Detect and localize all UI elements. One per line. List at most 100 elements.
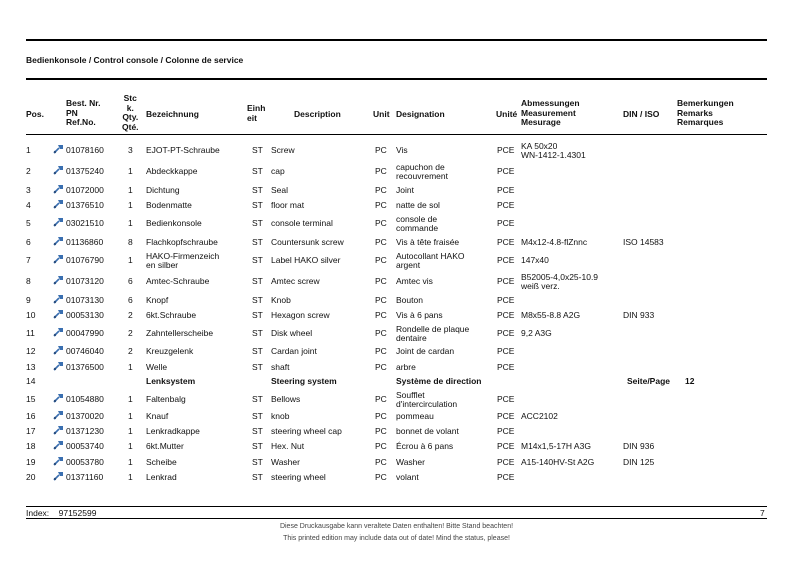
cell-description: Bellows [271,394,301,404]
cart-icon[interactable] [53,345,64,355]
cart-icon[interactable] [53,309,64,319]
cell-einheit: ST [252,276,263,286]
cell-unite: PCE [497,237,515,247]
cell-pos: 3 [26,185,31,195]
cell-bezeichnung: 6kt.Mutter [146,441,184,451]
cell-qty: 2 [128,346,133,356]
cart-icon[interactable] [53,471,64,481]
cell-bezeichnung: Bodenmatte [146,200,192,210]
cell-qty: 1 [128,185,133,195]
cell-description: Washer [271,457,300,467]
header-unit: Unit [373,109,390,119]
cell-designation: pommeau [396,411,434,421]
cell-part-number: 01370020 [66,411,104,421]
cell-qty: 1 [128,457,133,467]
cell-designation: console de commande [396,214,439,233]
cart-icon[interactable] [53,275,64,285]
cell-bezeichnung: EJOT-PT-Schraube [146,145,220,155]
cell-designation: natte de sol [396,200,440,210]
cell-pos: 19 [26,457,36,467]
cell-din-iso: DIN 933 [623,310,655,320]
cell-abmessungen: A15-140HV-St A2G [521,457,595,467]
cart-icon[interactable] [53,327,64,337]
cell-einheit: ST [252,218,263,228]
cell-einheit: ST [252,472,263,482]
cart-icon[interactable] [53,199,64,209]
section-description: Steering system [271,376,337,386]
header-pn: Best. Nr. PN Ref.No. [66,98,101,127]
cell-unite: PCE [497,255,515,265]
cell-part-number: 01078160 [66,145,104,155]
cell-qty: 1 [128,411,133,421]
section-designation: Système de direction [396,376,482,386]
cell-bezeichnung: Lenkrad [146,472,177,482]
cell-unit: PC [375,411,387,421]
cell-abmessungen: B52005-4,0x25-10.9 weiß verz. [521,272,599,291]
cart-icon[interactable] [53,393,64,403]
cell-part-number: 01076790 [66,255,104,265]
cell-bezeichnung: Knauf [146,411,169,421]
cart-icon[interactable] [53,410,64,420]
cell-unite: PCE [497,200,515,210]
header-qty: Stc k. Qty. Qté. [122,93,139,132]
cell-description: floor mat [271,200,305,210]
cart-icon[interactable] [53,254,64,264]
cell-pos: 17 [26,426,36,436]
top-rule [26,39,767,41]
cart-icon[interactable] [53,440,64,450]
cart-icon[interactable] [53,184,64,194]
cell-qty: 8 [128,237,133,247]
cell-qty: 6 [128,276,133,286]
cell-part-number: 01054880 [66,394,104,404]
cell-abmessungen: KA 50x20 WN-1412-1.4301 [521,141,586,160]
cart-icon[interactable] [53,236,64,246]
cell-einheit: ST [252,310,263,320]
cell-designation: Washer [396,457,425,467]
cell-abmessungen: 9,2 A3G [521,328,552,338]
cell-part-number: 01371230 [66,426,104,436]
cell-bezeichnung: Amtec-Schraube [146,276,210,286]
cell-einheit: ST [252,166,263,176]
cart-icon[interactable] [53,144,64,154]
cell-bezeichnung: 6kt.Schraube [146,310,197,320]
cell-unite: PCE [497,426,515,436]
cart-icon[interactable] [53,361,64,371]
cell-designation: Écrou à 6 pans [396,441,454,451]
cell-pos: 15 [26,394,36,404]
cell-qty: 1 [128,200,133,210]
cell-einheit: ST [252,237,263,247]
cell-einheit: ST [252,255,263,265]
cell-unite: PCE [497,362,515,372]
cell-einheit: ST [252,411,263,421]
cell-description: Seal [271,185,289,195]
cell-einheit: ST [252,200,263,210]
cell-description: Hexagon screw [271,310,330,320]
cell-bezeichnung: Kreuzgelenk [146,346,194,356]
cell-einheit: ST [252,185,263,195]
cell-part-number: 01376510 [66,200,104,210]
cell-pos: 14 [26,376,36,386]
section-page-value: 12 [685,376,695,386]
cell-designation: arbre [396,362,416,372]
cell-qty: 1 [128,441,133,451]
cell-bezeichnung: Welle [146,362,168,372]
cell-einheit: ST [252,346,263,356]
cell-abmessungen: ACC2102 [521,411,558,421]
cell-pos: 5 [26,218,31,228]
cell-designation: Joint [396,185,414,195]
cell-description: cap [271,166,285,176]
cart-icon[interactable] [53,456,64,466]
cart-icon[interactable] [53,294,64,304]
cell-part-number: 00053740 [66,441,104,451]
cell-part-number: 01371160 [66,472,104,482]
cart-icon[interactable] [53,425,64,435]
cell-unit: PC [375,310,387,320]
cell-qty: 1 [128,166,133,176]
cell-unite: PCE [497,472,515,482]
cart-icon[interactable] [53,217,64,227]
cell-unite: PCE [497,346,515,356]
cart-icon[interactable] [53,165,64,175]
cell-bezeichnung: Knopf [146,295,169,305]
header-bemerkungen: Bemerkungen Remarks Remarques [677,98,734,127]
cell-description: steering wheel cap [271,426,342,436]
